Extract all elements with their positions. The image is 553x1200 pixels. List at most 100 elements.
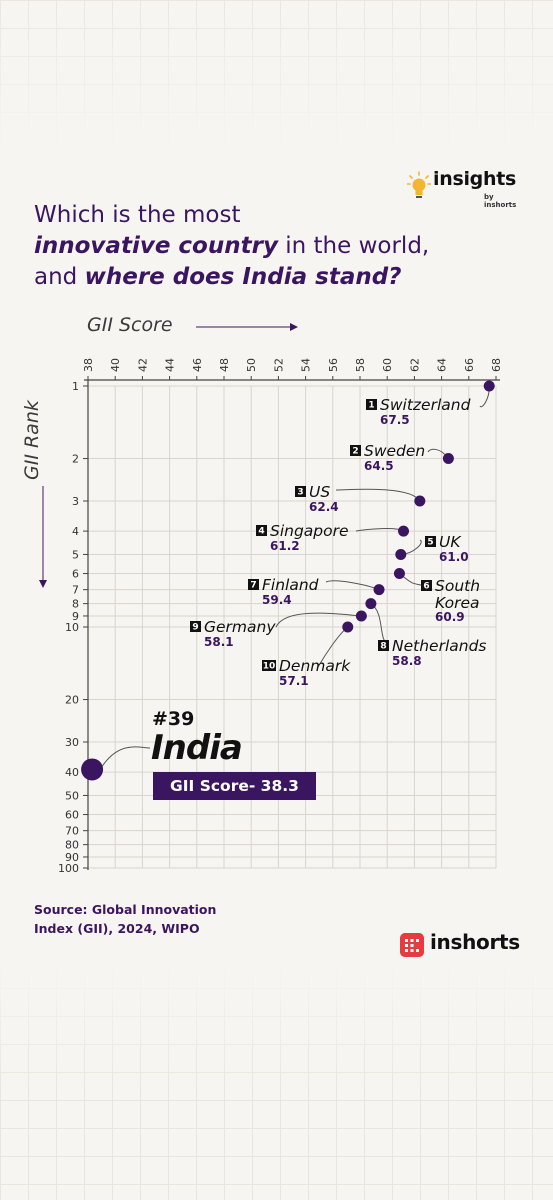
y-tick-label: 6 (72, 568, 79, 581)
inshorts-logo: inshorts (400, 930, 530, 960)
rank-badge-label: 7 (250, 581, 256, 591)
rank-badge-label: 8 (380, 642, 386, 652)
y-tick-label: 40 (65, 766, 79, 779)
data-point (442, 453, 454, 465)
y-tick-label: 70 (65, 825, 79, 838)
score-label: 60.9 (435, 610, 465, 624)
y-tick-label: 50 (65, 789, 79, 802)
country-label: Denmark (279, 657, 351, 675)
country-label: Korea (435, 594, 480, 612)
x-axis-arrow-head (290, 323, 298, 331)
data-point (395, 548, 407, 560)
rank-badge-label: 5 (427, 538, 433, 548)
india-point (81, 758, 104, 781)
rank-badge (378, 640, 389, 651)
y-tick-label: 30 (65, 736, 79, 749)
x-tick-label: 64 (436, 358, 449, 372)
india-leader-line (101, 746, 151, 767)
rank-badge (421, 580, 432, 591)
source-line-1: Source: Global Innovation (34, 902, 217, 917)
y-axis-arrow-head (39, 580, 47, 588)
y-tick-label: 90 (65, 851, 79, 864)
source-note: Source: Global Innovation Index (GII), 2… (34, 900, 254, 938)
rank-badge-label: 10 (263, 662, 276, 672)
y-tick-label: 1 (72, 380, 79, 393)
y-tick-label: 7 (72, 584, 79, 597)
insights-logo: insights by inshorts (402, 168, 522, 209)
rank-badge (262, 660, 276, 671)
title-emphasis-2: where does India stand? (84, 264, 402, 290)
score-label: 64.5 (364, 459, 394, 473)
title-line2-rest: in the world, (277, 233, 430, 259)
page-title: Which is the most innovative country in … (34, 200, 474, 293)
x-tick-label: 44 (164, 358, 177, 372)
data-point (483, 380, 495, 392)
rank-badge (190, 621, 201, 632)
y-tick-label: 10 (65, 621, 79, 634)
rank-badge (256, 525, 267, 536)
x-tick-label: 58 (354, 358, 367, 372)
title-line3-pre: and (34, 264, 85, 290)
y-tick-label: 60 (65, 809, 79, 822)
data-point (373, 584, 385, 596)
data-point (342, 621, 354, 633)
score-label: 61.0 (439, 550, 469, 564)
country-label: UK (439, 533, 462, 551)
source-line-2: Index (GII), 2024, WIPO (34, 921, 200, 936)
x-tick-label: 48 (218, 358, 231, 372)
y-tick-label: 3 (72, 495, 79, 508)
x-tick-label: 50 (245, 358, 258, 372)
data-point (414, 495, 426, 507)
country-label: Switzerland (380, 396, 471, 414)
y-tick-label: 80 (65, 839, 79, 852)
india-name-label: India (151, 728, 243, 768)
y-tick-label: 5 (72, 548, 79, 561)
inshorts-mark-icon (400, 933, 424, 957)
rank-badge-label: 6 (423, 582, 429, 592)
country-label: Germany (204, 618, 276, 636)
lightbulb-icon (407, 171, 431, 198)
country-label: Netherlands (392, 637, 486, 655)
leader-line (370, 603, 389, 645)
x-tick-label: 56 (327, 358, 340, 372)
score-label: 58.8 (392, 654, 422, 668)
data-point (398, 525, 410, 537)
rank-badge (350, 445, 361, 456)
rank-badge-label: 1 (368, 401, 374, 411)
leader-line (335, 488, 421, 502)
leader-line (275, 612, 362, 628)
data-point (365, 598, 377, 610)
y-tick-label: 2 (72, 453, 79, 466)
x-axis-title: GII Score (87, 314, 173, 336)
x-tick-label: 52 (272, 358, 285, 372)
score-label: 59.4 (262, 593, 292, 607)
y-tick-label: 20 (65, 694, 79, 707)
rank-badge-label: 3 (297, 488, 303, 498)
rank-badge (366, 399, 377, 410)
rank-badge-label: 9 (192, 623, 198, 633)
x-tick-label: 66 (463, 358, 476, 372)
brand-byline: by inshorts (484, 193, 517, 209)
score-label: 61.2 (270, 539, 300, 553)
india-score-badge: GII Score- 38.3 (153, 772, 316, 800)
x-tick-label: 40 (109, 358, 122, 372)
country-label: US (309, 483, 330, 501)
country-label: Sweden (364, 442, 425, 460)
background-grid-bottom (0, 960, 553, 1200)
y-tick-label: 100 (58, 862, 79, 875)
title-emphasis-1: innovative country (34, 233, 278, 259)
country-label: South (435, 577, 480, 595)
x-tick-label: 46 (191, 358, 204, 372)
score-label: 67.5 (380, 413, 410, 427)
score-label: 58.1 (204, 635, 234, 649)
rank-badge-label: 2 (352, 447, 358, 457)
x-tick-label: 38 (82, 358, 95, 372)
y-tick-label: 9 (72, 610, 79, 623)
brand-name: insights (433, 168, 516, 190)
inshorts-wordmark: inshorts (430, 930, 520, 954)
rank-badge (425, 536, 436, 547)
y-tick-label: 4 (72, 525, 79, 538)
x-tick-label: 42 (136, 358, 149, 372)
india-rank-label: #39 (152, 708, 195, 730)
